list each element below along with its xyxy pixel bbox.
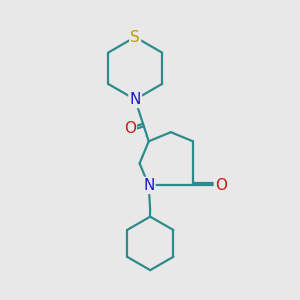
Text: S: S (130, 30, 140, 45)
Text: O: O (124, 121, 136, 136)
Text: N: N (143, 178, 154, 193)
Text: N: N (130, 92, 141, 107)
Text: O: O (215, 178, 227, 193)
